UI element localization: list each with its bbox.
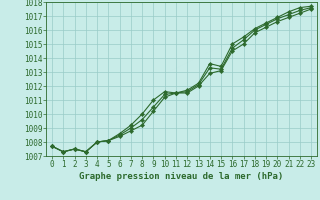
X-axis label: Graphe pression niveau de la mer (hPa): Graphe pression niveau de la mer (hPa)	[79, 172, 284, 181]
